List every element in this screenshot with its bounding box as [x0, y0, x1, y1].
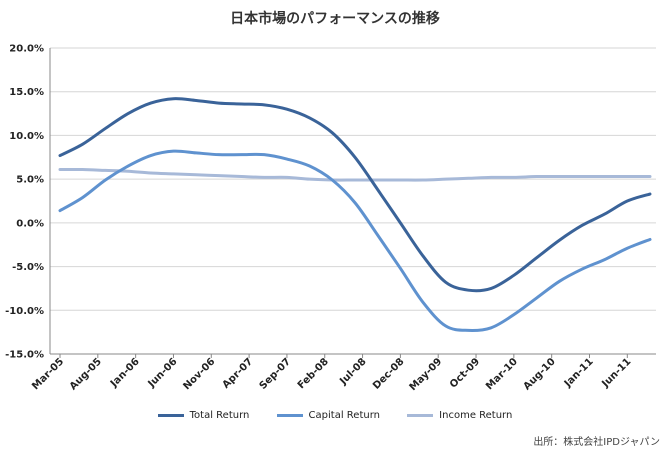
x-tick-label: Oct-09	[448, 356, 482, 390]
x-tick-label: Aug-10	[522, 356, 558, 392]
legend-swatch-total-return	[157, 414, 184, 417]
y-tick-label: -15.0%	[5, 350, 44, 361]
legend-label-income-return: Income Return	[439, 410, 513, 421]
x-tick-label: Jan-11	[562, 356, 596, 390]
legend-item-income-return: Income Return	[407, 410, 512, 421]
x-tick-label: Jun-06	[146, 356, 180, 390]
x-tick-label: Mar-10	[484, 356, 520, 392]
x-tick-label: Feb-08	[296, 356, 331, 391]
x-tick-label: Jul-08	[337, 356, 368, 387]
x-tick-label: Mar-05	[30, 356, 66, 392]
legend-swatch-capital-return	[276, 414, 303, 417]
x-tick-label: Sep-07	[258, 356, 294, 392]
series-lines	[58, 97, 652, 332]
series-line-total-return	[58, 97, 652, 293]
x-tick-label: Jan-06	[108, 356, 142, 390]
x-tick-label: Nov-06	[181, 356, 217, 392]
x-tick-label: May-09	[408, 356, 445, 393]
y-tick-label: -5.0%	[12, 262, 44, 273]
series-line-income-return	[58, 167, 652, 182]
y-tick-label: -10.0%	[5, 306, 44, 317]
x-tick-label: Aug-05	[68, 356, 104, 392]
chart-title: 日本市場のパフォーマンスの推移	[230, 11, 440, 27]
y-tick-label: 15.0%	[9, 87, 44, 98]
legend: Total Return Capital Return Income Retur…	[0, 409, 670, 421]
y-tick-label: 5.0%	[16, 175, 44, 186]
x-tick-label: Jun-11	[599, 356, 633, 390]
y-tick-label: 10.0%	[9, 131, 44, 142]
legend-label-total-return: Total Return	[189, 410, 250, 421]
legend-item-total-return: Total Return	[157, 410, 250, 421]
x-tick-label: Apr-07	[221, 356, 256, 391]
legend-item-capital-return: Capital Return	[276, 410, 380, 421]
legend-swatch-income-return	[407, 414, 434, 417]
legend-label-capital-return: Capital Return	[308, 410, 380, 421]
y-tick-label: 0.0%	[16, 218, 44, 229]
x-tick-label: Dec-08	[371, 356, 406, 391]
series-line-capital-return	[58, 149, 652, 332]
axes: 20.0% 15.0% 10.0% 5.0% 0.0% -5.0% -10.0% -15.0%…	[5, 44, 656, 393]
source-note: 出所：株式会社IPDジャパン	[533, 437, 660, 448]
y-tick-label: 20.0%	[9, 44, 44, 55]
